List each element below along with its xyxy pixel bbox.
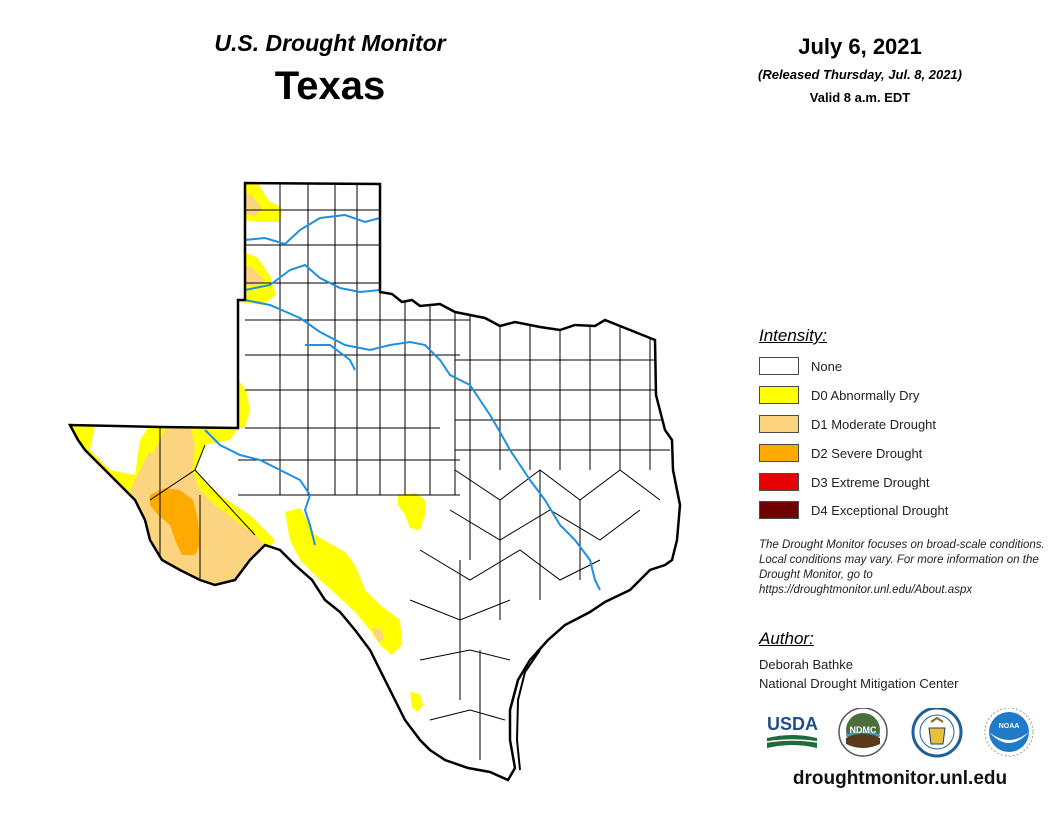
- legend-label: D2 Severe Drought: [811, 445, 923, 461]
- map-title: U.S. Drought Monitor: [214, 30, 446, 56]
- state-name: Texas: [274, 64, 386, 108]
- legend-label: None: [811, 358, 843, 374]
- commerce-seal-icon: [911, 708, 963, 758]
- legend-item-d3: D3 Extreme Drought: [759, 472, 930, 492]
- legend-item-d4: D4 Exceptional Drought: [759, 500, 948, 520]
- texas-drought-map: [67, 181, 682, 782]
- legend-label: D4 Exceptional Drought: [811, 502, 949, 518]
- valid-time: Valid 8 a.m. EDT: [809, 90, 911, 105]
- legend-swatch: [759, 501, 799, 519]
- legend-title: Intensity:: [759, 326, 828, 345]
- website-link[interactable]: droughtmonitor.unl.edu: [792, 768, 1008, 789]
- author-title: Author:: [759, 629, 814, 648]
- legend-swatch: [759, 415, 799, 433]
- legend-label: D3 Extreme Drought: [811, 474, 930, 490]
- legend-swatch: [759, 444, 799, 462]
- map-date: July 6, 2021: [798, 34, 922, 59]
- ndmc-logo-icon: NDMC: [838, 708, 888, 757]
- legend-label: D1 Moderate Drought: [811, 416, 937, 432]
- legend-item-d2: D2 Severe Drought: [759, 443, 922, 463]
- legend-item-none: None: [759, 356, 842, 376]
- legend-item-d1: D1 Moderate Drought: [759, 414, 936, 434]
- svg-text:NDMC: NDMC: [850, 725, 877, 735]
- author-organization: National Drought Mitigation Center: [759, 676, 959, 691]
- disclaimer-note: The Drought Monitor focuses on broad-sca…: [759, 539, 1045, 596]
- legend-item-d0: D0 Abnormally Dry: [759, 385, 919, 405]
- release-date: (Released Thursday, Jul. 8, 2021): [758, 67, 962, 82]
- svg-text:USDA: USDA: [767, 714, 818, 734]
- noaa-logo-icon: NOAA: [984, 708, 1034, 757]
- partner-logos: USDA NDMC NOAA: [766, 708, 1034, 758]
- usda-logo-icon: USDA: [766, 714, 818, 748]
- svg-text:NOAA: NOAA: [999, 723, 1020, 730]
- legend-swatch: [759, 357, 799, 375]
- legend-swatch: [759, 386, 799, 404]
- legend-swatch: [759, 473, 799, 491]
- author-name: Deborah Bathke: [759, 657, 853, 672]
- legend-label: D0 Abnormally Dry: [811, 387, 920, 403]
